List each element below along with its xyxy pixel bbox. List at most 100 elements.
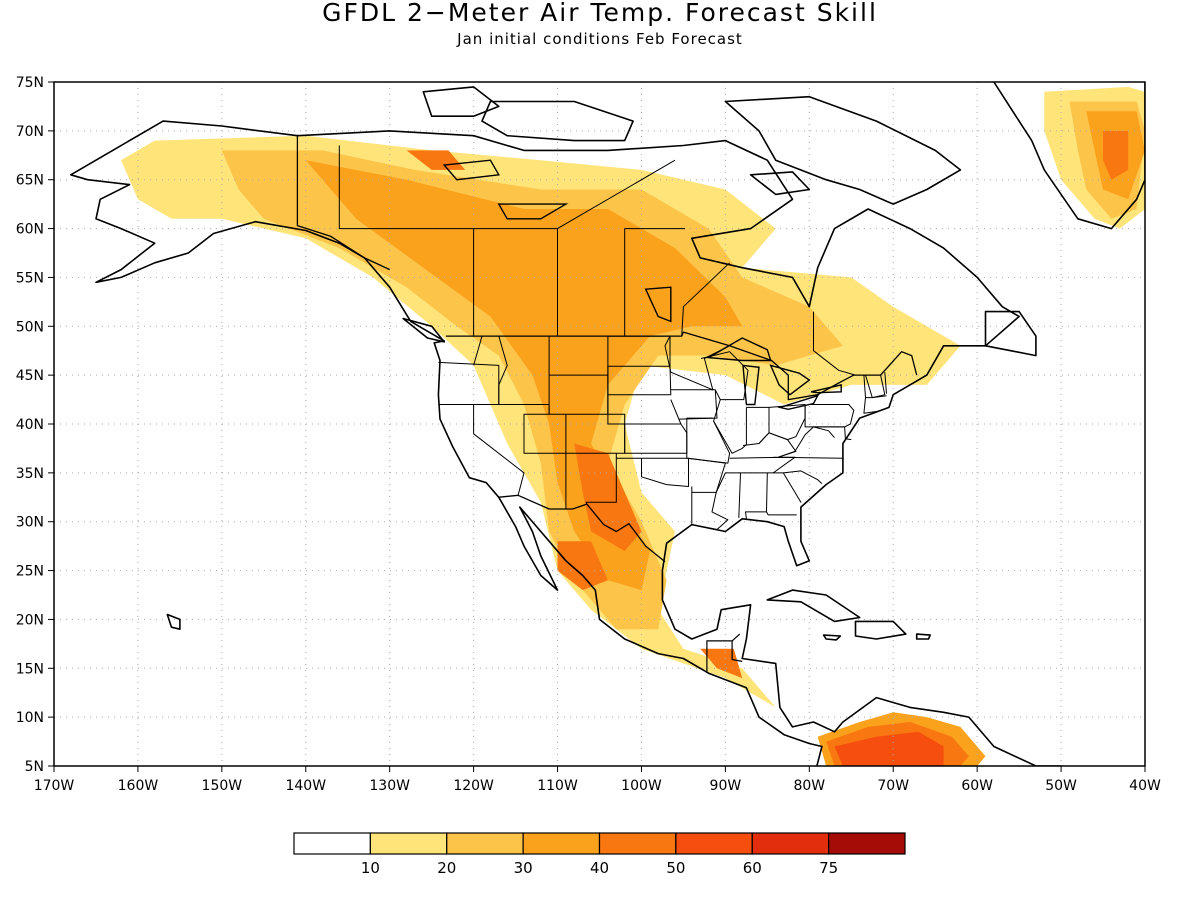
y-tick-label: 20N bbox=[16, 612, 44, 628]
colorbar: 10 20 30 40 50 60 75 bbox=[293, 832, 906, 877]
map-title: GFDL 2−Meter Air Temp. Forecast Skill bbox=[322, 0, 878, 27]
x-tick-label: 90W bbox=[710, 778, 742, 794]
lake-outline bbox=[769, 364, 811, 396]
coastline-puertorico bbox=[915, 633, 932, 640]
lake-outline bbox=[777, 394, 820, 411]
lake-outline bbox=[497, 203, 569, 220]
y-tick-label: 70N bbox=[16, 124, 44, 140]
lake-outline bbox=[706, 337, 772, 362]
state-border bbox=[670, 389, 718, 420]
state-border bbox=[715, 472, 726, 493]
state-border bbox=[713, 399, 747, 454]
colorbar-swatch bbox=[522, 832, 601, 855]
border-alaska-canada bbox=[296, 134, 390, 271]
x-tick-label: 140W bbox=[285, 778, 326, 794]
coastline-jamaica bbox=[822, 634, 842, 641]
state-border bbox=[813, 426, 852, 441]
x-tick-label: 50W bbox=[1045, 778, 1077, 794]
coastline-vancouver_isl bbox=[402, 317, 446, 343]
state-border bbox=[773, 472, 802, 503]
x-tick-label: 100W bbox=[621, 778, 662, 794]
y-tick-label: 75N bbox=[16, 75, 44, 91]
skill-region-3 bbox=[574, 443, 642, 551]
colorbar-swatch bbox=[369, 832, 448, 855]
province-border bbox=[624, 228, 686, 337]
x-tick-label: 120W bbox=[453, 778, 494, 794]
colorbar-swatch bbox=[598, 832, 677, 855]
y-tick-label: 25N bbox=[16, 564, 44, 580]
coastline-hawaii bbox=[166, 613, 181, 631]
province-border bbox=[473, 228, 558, 337]
province-border bbox=[681, 262, 730, 337]
y-tick-label: 50N bbox=[16, 319, 44, 335]
state-border bbox=[691, 492, 729, 530]
skill-region-4 bbox=[557, 541, 608, 591]
x-tick-label: 40W bbox=[1129, 778, 1161, 794]
y-tick-label: 40N bbox=[16, 417, 44, 433]
x-tick-label: 80W bbox=[793, 778, 825, 794]
skill-shading-layer bbox=[121, 86, 1145, 766]
state-border bbox=[738, 472, 741, 518]
state-border bbox=[473, 404, 525, 496]
colorbar-label: 30 bbox=[514, 859, 533, 877]
state-border bbox=[585, 458, 617, 505]
coastline-layer bbox=[70, 53, 1145, 766]
state-border bbox=[607, 366, 672, 396]
colorbar-label: 20 bbox=[437, 859, 456, 877]
y-tick-label: 60N bbox=[16, 222, 44, 238]
state-border bbox=[473, 335, 483, 366]
skill-region-10 bbox=[1103, 130, 1129, 180]
y-tick-label: 65N bbox=[16, 173, 44, 189]
coastline-greenland bbox=[990, 82, 1145, 230]
y-tick-label: 55N bbox=[16, 270, 44, 286]
colorbar-label: 75 bbox=[819, 859, 838, 877]
border-central-america bbox=[731, 640, 743, 662]
x-tick-label: 130W bbox=[369, 778, 410, 794]
political-borders-layer bbox=[296, 134, 918, 673]
skill-region-2 bbox=[305, 160, 743, 591]
colorbar-label: 60 bbox=[743, 859, 762, 877]
lake-outline bbox=[442, 159, 500, 181]
x-tick-label: 110W bbox=[537, 778, 578, 794]
coastline-victoria bbox=[481, 100, 634, 142]
x-tick-label: 170W bbox=[34, 778, 75, 794]
state-border bbox=[686, 417, 731, 464]
state-border bbox=[438, 361, 500, 405]
coastline-banks bbox=[422, 86, 500, 117]
state-border bbox=[804, 404, 855, 428]
state-border bbox=[865, 374, 886, 399]
colorbar-swatch bbox=[828, 832, 906, 855]
coastline-newfoundland bbox=[984, 310, 1037, 357]
state-border bbox=[700, 351, 749, 401]
coastline-southampton bbox=[749, 171, 811, 196]
border-us-mexico bbox=[497, 494, 666, 563]
province-border bbox=[813, 311, 856, 376]
x-tick-label: 60W bbox=[961, 778, 993, 794]
x-tick-label: 70W bbox=[877, 778, 909, 794]
colorbar-swatch bbox=[751, 832, 830, 855]
x-tick-label: 160W bbox=[118, 778, 159, 794]
y-axis-ticks: 5N 10N 15N 20N 25N 30N 35N 40N 45N 50N 55N 60N 65N 70… bbox=[16, 75, 54, 775]
coastline-hispaniola bbox=[854, 620, 907, 640]
graticule bbox=[54, 82, 1145, 766]
coastline-cuba bbox=[766, 589, 861, 623]
state-border bbox=[624, 423, 688, 454]
state-border bbox=[884, 372, 887, 394]
x-tick-label: 150W bbox=[202, 778, 243, 794]
state-border bbox=[725, 456, 796, 474]
state-border bbox=[778, 426, 835, 458]
state-border bbox=[607, 335, 671, 367]
y-tick-label: 45N bbox=[16, 368, 44, 384]
x-axis-ticks: 170W 160W 150W 140W 130W 120W 110W 100W 90W 80W 70… bbox=[34, 766, 1161, 794]
state-border bbox=[863, 375, 879, 414]
colorbar-swatch bbox=[446, 832, 524, 855]
state-border bbox=[745, 472, 768, 519]
coastline-baffin bbox=[724, 95, 962, 205]
state-border bbox=[783, 470, 823, 484]
state-border bbox=[773, 456, 844, 459]
province-border bbox=[557, 159, 676, 230]
coastline-ellesmere bbox=[725, 53, 893, 72]
border-us-canada bbox=[445, 331, 918, 401]
border-mexico-guatemala bbox=[706, 633, 741, 673]
